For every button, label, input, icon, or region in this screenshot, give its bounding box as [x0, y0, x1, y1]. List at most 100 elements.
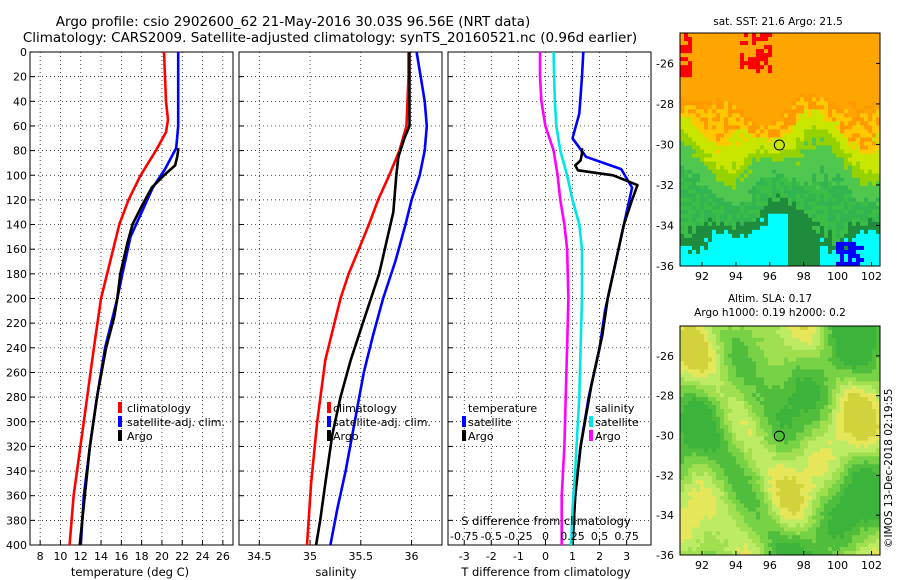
map-cell	[864, 397, 869, 402]
map-cell	[740, 189, 745, 195]
map-cell	[836, 149, 841, 154]
map-cell	[704, 37, 709, 42]
map-cell	[680, 452, 685, 457]
map-cell	[792, 145, 797, 150]
map-cell	[768, 169, 773, 175]
map-cell	[820, 440, 825, 445]
map-cell	[844, 65, 849, 70]
map-cell	[800, 329, 805, 335]
map-cell	[736, 361, 741, 366]
map-cell	[784, 333, 789, 339]
map-cell	[764, 397, 769, 402]
map-cell	[828, 389, 833, 394]
map-cell	[876, 137, 881, 142]
map-cell	[724, 341, 729, 347]
map-cell	[740, 326, 745, 331]
map-cell	[840, 41, 845, 46]
map-cell	[720, 436, 725, 441]
map-cell	[768, 217, 773, 223]
map-cell	[836, 416, 841, 422]
map-cell	[740, 428, 745, 434]
x-tick-label: 16	[114, 550, 128, 563]
map-cell	[760, 117, 765, 122]
map-cell	[696, 213, 701, 219]
series-line-argo	[78, 148, 180, 546]
map-cell	[768, 121, 773, 126]
map-cell	[788, 117, 793, 122]
map-cell	[788, 221, 793, 227]
map-cell	[744, 373, 749, 378]
map-cell	[760, 201, 765, 207]
map-cell	[856, 349, 861, 355]
map-cell	[788, 105, 793, 110]
map-cell	[844, 85, 849, 90]
map-cell	[848, 404, 853, 410]
map-cell	[848, 189, 853, 195]
map-cell	[868, 93, 873, 98]
map-cell	[780, 345, 785, 351]
map-cell	[712, 173, 717, 179]
map-cell	[852, 241, 857, 247]
map-cell	[788, 65, 793, 70]
map-cell	[764, 452, 769, 457]
map-cell	[816, 329, 821, 335]
map-cell	[680, 424, 685, 430]
map-cell	[744, 241, 749, 247]
map-cell	[808, 337, 813, 343]
map-cell	[800, 233, 805, 239]
map-cell	[848, 329, 853, 335]
map-cell	[864, 229, 869, 235]
map-cell	[796, 225, 801, 231]
map-cell	[728, 452, 733, 457]
map-cell	[840, 456, 845, 461]
map-cell	[796, 369, 801, 374]
map-cell	[836, 169, 841, 175]
map-cell	[688, 85, 693, 90]
map-cell	[852, 213, 857, 219]
map-cell	[792, 61, 797, 66]
map-cell	[788, 397, 793, 402]
map-cell	[824, 105, 829, 110]
map-cell	[840, 408, 845, 414]
map-cell	[768, 77, 773, 82]
map-cell	[756, 385, 761, 390]
map-cell	[724, 456, 729, 461]
map-cell	[740, 109, 745, 114]
map-cell	[816, 37, 821, 42]
map-cell	[748, 377, 753, 382]
map-cell	[740, 161, 745, 166]
map-cell	[836, 201, 841, 207]
map-cell	[828, 69, 833, 74]
map-cell	[744, 448, 749, 453]
map-cell	[808, 221, 813, 227]
map-cell	[852, 245, 857, 251]
map-cell	[796, 149, 801, 154]
map-cell	[732, 452, 737, 457]
map-cell	[696, 217, 701, 223]
map-cell	[868, 393, 873, 398]
map-cell	[828, 432, 833, 437]
map-cell	[832, 125, 837, 130]
map-cell	[804, 345, 809, 351]
map-cell	[868, 205, 873, 211]
map-cell	[816, 201, 821, 207]
map-cell	[792, 361, 797, 366]
map-cell	[740, 185, 745, 191]
map-cell	[752, 389, 757, 394]
map-cell	[704, 133, 709, 138]
map-cell	[808, 129, 813, 134]
map-cell	[688, 53, 693, 58]
map-cell	[820, 77, 825, 82]
map-cell	[736, 109, 741, 114]
map-cell	[780, 189, 785, 195]
map-cell	[844, 420, 849, 426]
map-cell	[868, 460, 873, 465]
map-cell	[768, 145, 773, 150]
map-cell	[876, 209, 881, 215]
map-x-tick-label: 100	[827, 270, 848, 283]
map-cell	[728, 161, 733, 166]
map-cell	[872, 365, 877, 370]
map-cell	[800, 37, 805, 42]
map-cell	[768, 253, 773, 259]
map-cell	[836, 333, 841, 339]
